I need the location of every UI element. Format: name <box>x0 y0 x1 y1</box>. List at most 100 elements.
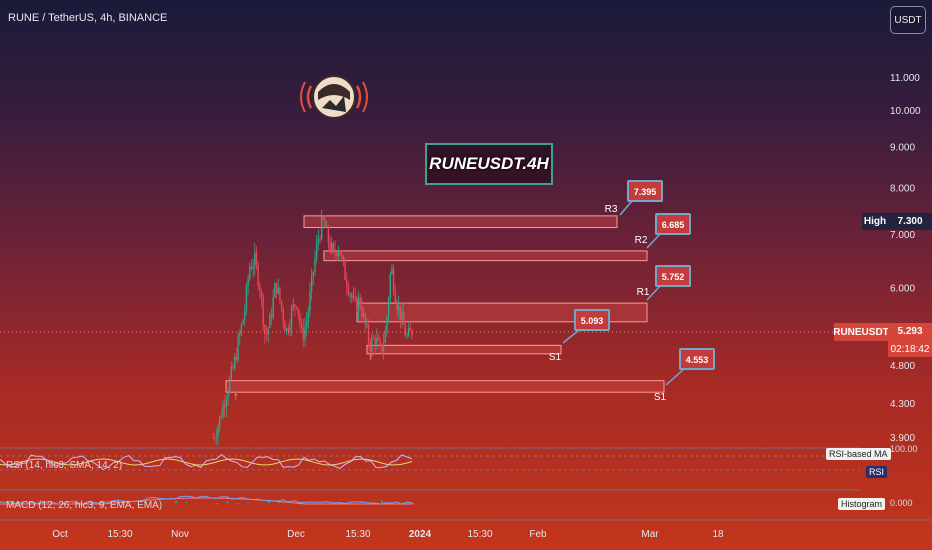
macd-histogram-bar <box>401 502 404 503</box>
price-axis-tick: 10.000 <box>890 106 921 117</box>
candle <box>275 283 278 294</box>
candle <box>227 392 229 400</box>
macd-histogram-bar <box>164 502 167 503</box>
candle <box>252 266 254 269</box>
candle <box>334 249 336 254</box>
candle <box>222 404 224 417</box>
candle <box>280 300 283 309</box>
candle <box>379 340 381 345</box>
bar-countdown: 02:18:42 <box>888 341 932 357</box>
level-name-r1: R1 <box>637 287 650 298</box>
candle <box>367 324 370 342</box>
time-axis-tick: 18 <box>712 529 724 540</box>
candle <box>357 297 360 311</box>
macd-histogram-bar <box>185 501 188 503</box>
candle <box>267 328 269 335</box>
time-axis-tick: Mar <box>641 529 659 540</box>
symbol-title[interactable]: RUNE / TetherUS, 4h, BINANCE <box>8 12 168 24</box>
candle <box>294 304 296 307</box>
level-name-r3: R3 <box>605 204 618 215</box>
candle <box>319 238 321 240</box>
candle <box>284 321 286 331</box>
macd-histogram-bar <box>412 503 414 505</box>
candle <box>314 257 316 272</box>
candle <box>300 323 303 329</box>
rsi-ma-legend: RSI-based MA <box>826 448 891 460</box>
candle <box>212 438 214 439</box>
candle <box>369 341 371 352</box>
time-axis-tick: 2024 <box>409 529 432 540</box>
candle <box>409 328 412 331</box>
candle <box>346 280 348 288</box>
current-symbol-label: RUNEUSDT <box>833 323 889 341</box>
candle <box>324 218 326 228</box>
candle <box>317 238 320 243</box>
candle <box>402 311 405 326</box>
macd-histogram-bar <box>20 503 23 504</box>
candle <box>382 342 385 352</box>
level-zone-2 <box>323 250 648 262</box>
candle <box>254 252 256 267</box>
time-axis-tick: Oct <box>52 529 68 540</box>
high-label: High <box>862 213 888 230</box>
annotation-title: RUNEUSDT.4H <box>425 143 553 185</box>
time-axis-tick: 15:30 <box>345 529 370 540</box>
candle <box>282 308 284 322</box>
candle <box>312 271 315 275</box>
candle <box>242 319 244 325</box>
candle <box>362 313 365 317</box>
rsi-line <box>0 453 413 470</box>
candle <box>376 337 378 345</box>
candle <box>341 254 343 257</box>
candle <box>389 273 391 299</box>
macd-histogram-bar <box>360 502 363 503</box>
candle <box>213 438 216 440</box>
callout-value: 7.395 <box>634 187 657 197</box>
macd-signal-line <box>0 497 412 505</box>
candle <box>274 283 276 298</box>
candle <box>224 404 226 408</box>
callout-value: 5.752 <box>662 272 685 282</box>
candle <box>279 287 281 301</box>
callout-box <box>574 309 610 331</box>
candle <box>377 337 380 341</box>
candle <box>349 294 351 296</box>
macd-histogram-legend: Histogram <box>838 498 886 510</box>
macd-histogram-bar <box>72 503 75 504</box>
candle <box>404 325 407 336</box>
candle <box>326 226 328 228</box>
candle <box>229 377 231 393</box>
rsi-label[interactable]: RSI (14, hlc3, SMA, 14, 2) <box>6 460 123 471</box>
macd-histogram-bar <box>226 501 229 503</box>
candle <box>260 291 263 297</box>
candle <box>304 327 306 340</box>
candle <box>237 337 239 360</box>
macd-histogram-bar <box>61 501 64 503</box>
macd-histogram-bar <box>144 501 147 503</box>
time-axis-tick: Dec <box>287 529 305 540</box>
candle <box>352 296 355 298</box>
level-zone-1 <box>303 215 618 229</box>
candle <box>392 268 395 292</box>
candle <box>397 305 400 310</box>
candle <box>239 333 241 338</box>
candle <box>339 249 341 255</box>
candle <box>347 287 350 295</box>
candle <box>327 226 330 243</box>
callout-pointer <box>646 285 661 301</box>
price-axis-tick: 8.000 <box>890 184 915 195</box>
currency-button[interactable]: USDT <box>890 6 926 34</box>
candle <box>232 366 234 369</box>
candle <box>361 306 363 317</box>
candle <box>217 426 219 437</box>
time-axis-tick: Feb <box>529 529 547 540</box>
price-axis-tick: 3.900 <box>890 433 915 444</box>
macd-histogram-bar <box>236 503 239 504</box>
candle <box>351 294 353 298</box>
price-axis-tick: 7.000 <box>890 230 915 241</box>
candle <box>364 313 366 325</box>
macd-label[interactable]: MACD (12, 26, hlc3, 9, EMA, EMA) <box>6 500 163 511</box>
high-value: 7.300 <box>888 213 932 230</box>
candle <box>371 338 373 352</box>
